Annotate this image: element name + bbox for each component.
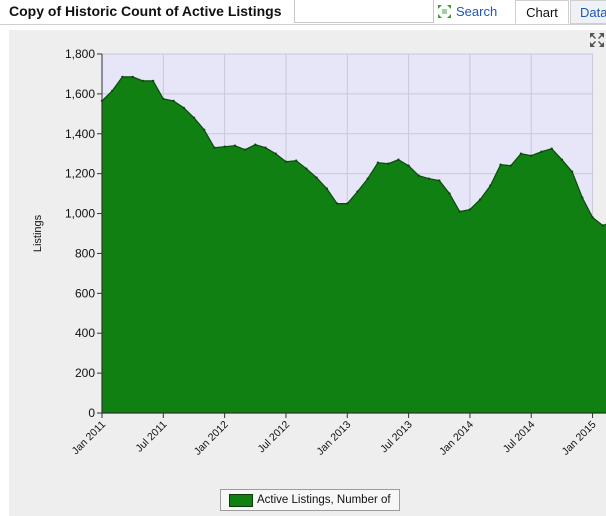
y-tick-label: 400 xyxy=(75,326,95,340)
data-point xyxy=(346,202,349,205)
data-point xyxy=(121,75,124,79)
data-point xyxy=(151,79,155,83)
tab-data[interactable]: Data xyxy=(570,0,606,24)
y-tick-label: 600 xyxy=(75,286,95,300)
tab-data-label: Data xyxy=(580,4,606,20)
data-point xyxy=(203,128,206,131)
expand-icon[interactable] xyxy=(589,32,605,48)
data-point xyxy=(530,154,533,157)
data-point xyxy=(509,164,512,167)
x-tick-label: Jul 2014 xyxy=(501,419,538,456)
data-point xyxy=(182,106,185,110)
search-icon xyxy=(438,4,451,18)
y-tick-label: 0 xyxy=(88,406,95,420)
y-tick-label: 1,600 xyxy=(65,87,95,101)
y-tick-label: 1,400 xyxy=(65,127,95,141)
data-point xyxy=(305,167,308,170)
data-point xyxy=(468,208,472,211)
data-point xyxy=(581,196,584,199)
tab-chart[interactable]: Chart xyxy=(515,0,569,24)
legend-swatch xyxy=(229,493,253,507)
x-tick-label: Jul 2012 xyxy=(256,419,293,456)
search-input[interactable] xyxy=(294,0,434,23)
y-tick-label: 1,000 xyxy=(65,207,95,221)
data-point xyxy=(162,97,165,101)
data-point xyxy=(335,202,339,205)
data-point xyxy=(601,224,604,227)
panel-header: Copy of Historic Count of Active Listing… xyxy=(0,0,606,25)
search-button[interactable]: Search xyxy=(437,1,497,21)
data-point xyxy=(407,164,410,167)
data-point xyxy=(489,184,492,187)
panel-title: Copy of Historic Count of Active Listing… xyxy=(9,3,282,19)
x-tick-label: Jan 2014 xyxy=(437,419,476,458)
data-point xyxy=(560,158,564,161)
data-point xyxy=(519,152,523,155)
y-tick-label: 200 xyxy=(75,366,95,380)
x-tick-label: Jul 2011 xyxy=(133,419,169,455)
data-point xyxy=(427,177,431,180)
x-tick-label: Jan 2015 xyxy=(560,419,599,458)
data-point xyxy=(366,177,369,180)
search-button-label: Search xyxy=(456,3,498,19)
data-point xyxy=(264,146,267,149)
data-point xyxy=(192,116,196,120)
legend-label: Active Listings, Number of xyxy=(257,494,391,506)
data-point xyxy=(325,187,328,190)
data-point xyxy=(284,160,288,163)
data-point xyxy=(213,146,216,149)
y-axis-label: Listings xyxy=(32,214,44,252)
series-area xyxy=(101,76,606,414)
data-point xyxy=(397,158,400,161)
data-point xyxy=(499,163,502,166)
x-tick-label: Jan 2013 xyxy=(314,419,353,458)
data-point xyxy=(570,170,574,173)
data-point xyxy=(111,89,114,93)
data-point xyxy=(540,150,543,153)
data-point xyxy=(233,144,237,147)
data-point xyxy=(458,210,461,213)
data-point xyxy=(243,148,247,151)
data-point xyxy=(448,192,451,195)
data-point xyxy=(591,216,594,219)
data-point xyxy=(172,99,175,103)
data-point xyxy=(550,147,553,150)
chart-legend[interactable]: Active Listings, Number of xyxy=(220,489,400,511)
y-tick-label: 1,200 xyxy=(65,167,95,181)
x-tick-label: Jul 2013 xyxy=(378,419,415,456)
area-chart: 0 200 400 600 800 1,000 1,200 1,400 1,600 1,800 Ja… xyxy=(32,47,606,458)
data-point xyxy=(131,75,134,79)
x-tick-label: Jan 2012 xyxy=(192,419,231,458)
data-point xyxy=(315,176,318,179)
y-tick-label: 800 xyxy=(75,246,95,260)
y-tick-label: 1,800 xyxy=(65,47,95,61)
data-point xyxy=(223,145,226,148)
data-point xyxy=(356,190,359,193)
x-tick-label: Jan 2011 xyxy=(70,419,109,458)
data-point xyxy=(295,159,298,162)
data-point xyxy=(274,152,277,155)
data-point xyxy=(438,179,441,182)
tab-chart-label: Chart xyxy=(526,4,558,20)
data-point xyxy=(376,161,380,164)
data-point xyxy=(417,174,420,177)
data-point xyxy=(387,162,390,165)
data-point xyxy=(254,143,257,146)
data-point xyxy=(141,79,145,83)
data-point xyxy=(478,198,482,201)
